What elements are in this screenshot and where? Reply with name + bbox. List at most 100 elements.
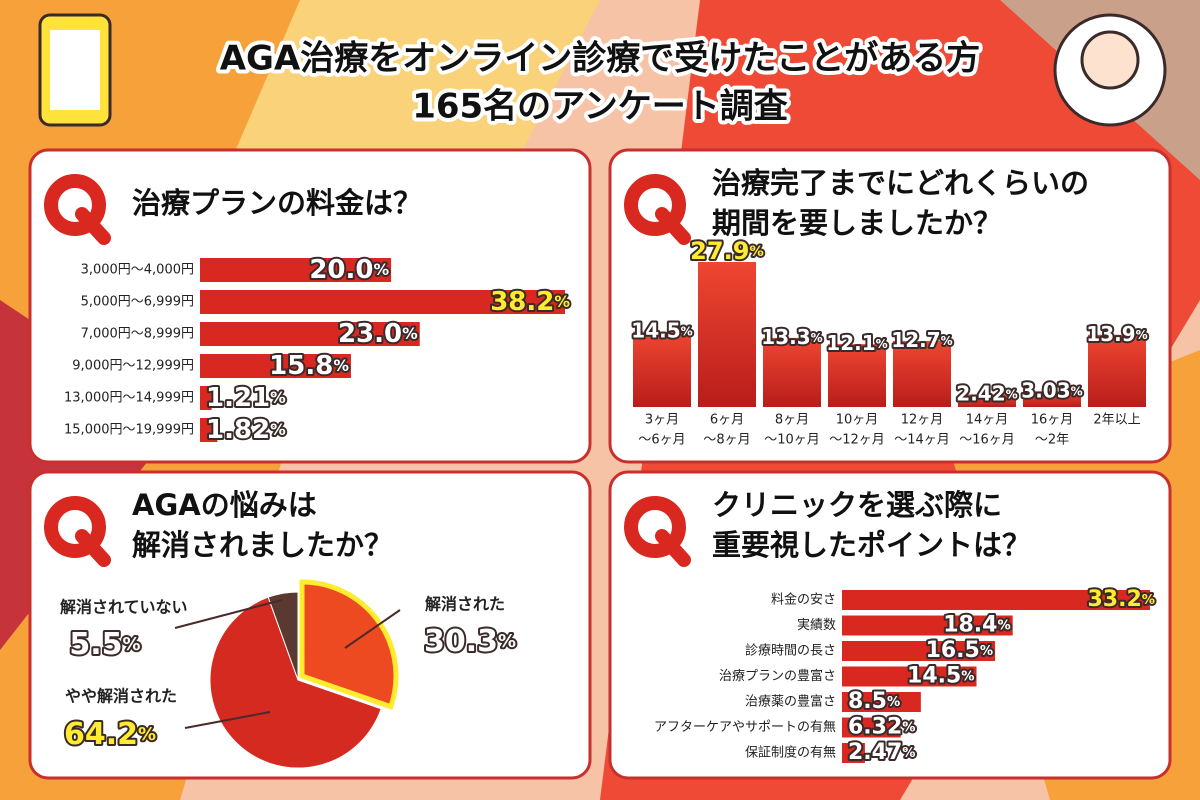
category-label: ～16ヶ月 — [959, 433, 1015, 448]
category-label: 治療薬の豊富さ — [745, 694, 836, 710]
value-label: 6.32% — [848, 715, 916, 740]
bar — [200, 290, 565, 314]
question-title: 治療完了までにどれくらいの — [712, 166, 1089, 200]
category-label: アフターケアやサポートの有無 — [654, 720, 836, 735]
value-label: 20.0% — [309, 255, 389, 285]
bar — [200, 354, 351, 378]
bar — [200, 322, 420, 346]
category-label: 13,000円～14,999円 — [64, 391, 194, 406]
value-label: 12.1% — [826, 331, 887, 355]
category-label: 7,000円～8,999円 — [81, 327, 194, 342]
category-label: ～10ヶ月 — [764, 433, 820, 448]
q-icon-tail — [75, 207, 111, 245]
category-label: 8ヶ月 — [775, 413, 809, 428]
bar — [893, 340, 951, 407]
leader-line — [344, 609, 401, 649]
category-label: 解消されていない — [60, 598, 188, 617]
category-label: 解消された — [425, 595, 505, 614]
category-label: ～12ヶ月 — [829, 433, 885, 448]
bar — [1023, 391, 1081, 407]
category-label: 治療プランの豊富さ — [719, 668, 836, 684]
q-icon — [624, 174, 686, 236]
bar — [842, 590, 1150, 610]
bar — [828, 344, 886, 407]
question-title: 期間を要しましたか？ — [712, 206, 1002, 240]
bar — [842, 692, 921, 712]
category-label: ～2年 — [1035, 433, 1069, 448]
category-label: 診療時間の長さ — [745, 643, 836, 659]
category-label: 9,000円～12,999円 — [72, 359, 194, 374]
value-label: 13.9% — [1086, 321, 1147, 345]
leader-line — [174, 599, 283, 629]
question-title: AGAの悩みは — [132, 488, 317, 522]
value-label: 64.2% — [64, 717, 156, 752]
bar — [200, 258, 392, 282]
value-label: 16.5% — [926, 638, 994, 663]
q-icon — [44, 174, 106, 236]
q-icon — [44, 496, 106, 558]
value-label: 1.21% — [206, 383, 286, 413]
value-label: 8.5% — [848, 689, 900, 714]
value-label: 27.9% — [690, 237, 764, 265]
category-label: ～14ヶ月 — [894, 433, 950, 448]
bar — [200, 418, 218, 442]
category-label: 3,000円～4,000円 — [81, 263, 194, 278]
value-label: 5.5% — [69, 627, 140, 662]
bar — [958, 394, 1016, 407]
category-label: 実績数 — [797, 617, 836, 633]
bar — [763, 337, 821, 407]
question-title: 治療プランの料金は？ — [132, 186, 422, 220]
category-label: 16ヶ月 — [1031, 413, 1074, 428]
q-icon — [624, 496, 686, 558]
question-title: 解消されましたか？ — [132, 528, 393, 562]
value-label: 23.0% — [338, 319, 418, 349]
bar — [842, 666, 977, 687]
category-label: 2年以上 — [1093, 413, 1140, 428]
question-title: クリニックを選ぶ際に — [712, 488, 1002, 522]
value-label: 3.03% — [1021, 378, 1082, 402]
header: AGA治療をオンライン診療で受けたことがある方 165名のアンケート調査 — [216, 35, 985, 131]
value-label: 13.3% — [761, 324, 822, 348]
category-label: 14ヶ月 — [966, 413, 1009, 428]
category-label: ～8ヶ月 — [703, 433, 750, 448]
value-label: 30.3% — [424, 624, 516, 659]
question-title: 重要視したポイントは？ — [712, 528, 1031, 562]
category-label: 6ヶ月 — [710, 413, 744, 428]
category-label: 3ヶ月 — [645, 413, 679, 428]
category-label: 10ヶ月 — [836, 413, 879, 428]
bar — [698, 262, 756, 407]
bar — [1088, 334, 1146, 407]
title-line: AGA治療をオンライン診療で受けたことがある方 — [220, 39, 981, 79]
bar — [633, 331, 691, 407]
q-icon-tail — [655, 207, 691, 245]
category-label: 保証制度の有無 — [745, 745, 836, 761]
title-line: 165名のアンケート調査 — [412, 87, 788, 127]
value-label: 14.5% — [631, 318, 692, 342]
value-label: 2.47% — [848, 740, 916, 765]
bar — [842, 743, 865, 763]
category-label: 料金の安さ — [771, 592, 836, 608]
value-label: 1.82% — [206, 415, 286, 445]
leader-line — [184, 711, 271, 729]
value-label: 12.7% — [891, 327, 952, 351]
bar — [200, 386, 212, 410]
q-icon-tail — [655, 529, 691, 567]
pie-slice — [209, 596, 382, 769]
bar — [842, 615, 1013, 636]
q-icon-tail — [75, 529, 111, 567]
category-label: 15,000円～19,999円 — [64, 423, 194, 438]
category-label: ～6ヶ月 — [638, 433, 685, 448]
value-label: 18.4% — [943, 613, 1010, 638]
category-label: やや解消された — [65, 687, 177, 706]
bar — [842, 717, 901, 738]
pie-slice — [267, 591, 299, 681]
category-label: 5,000円～6,999円 — [81, 295, 194, 310]
bar — [842, 641, 996, 661]
value-label: 38.2% — [490, 287, 570, 317]
value-label: 33.2% — [1088, 587, 1156, 612]
value-label: 2.42% — [956, 381, 1017, 405]
value-label: 14.5% — [907, 664, 975, 689]
category-label: 12ヶ月 — [901, 413, 944, 428]
value-label: 15.8% — [269, 351, 349, 381]
